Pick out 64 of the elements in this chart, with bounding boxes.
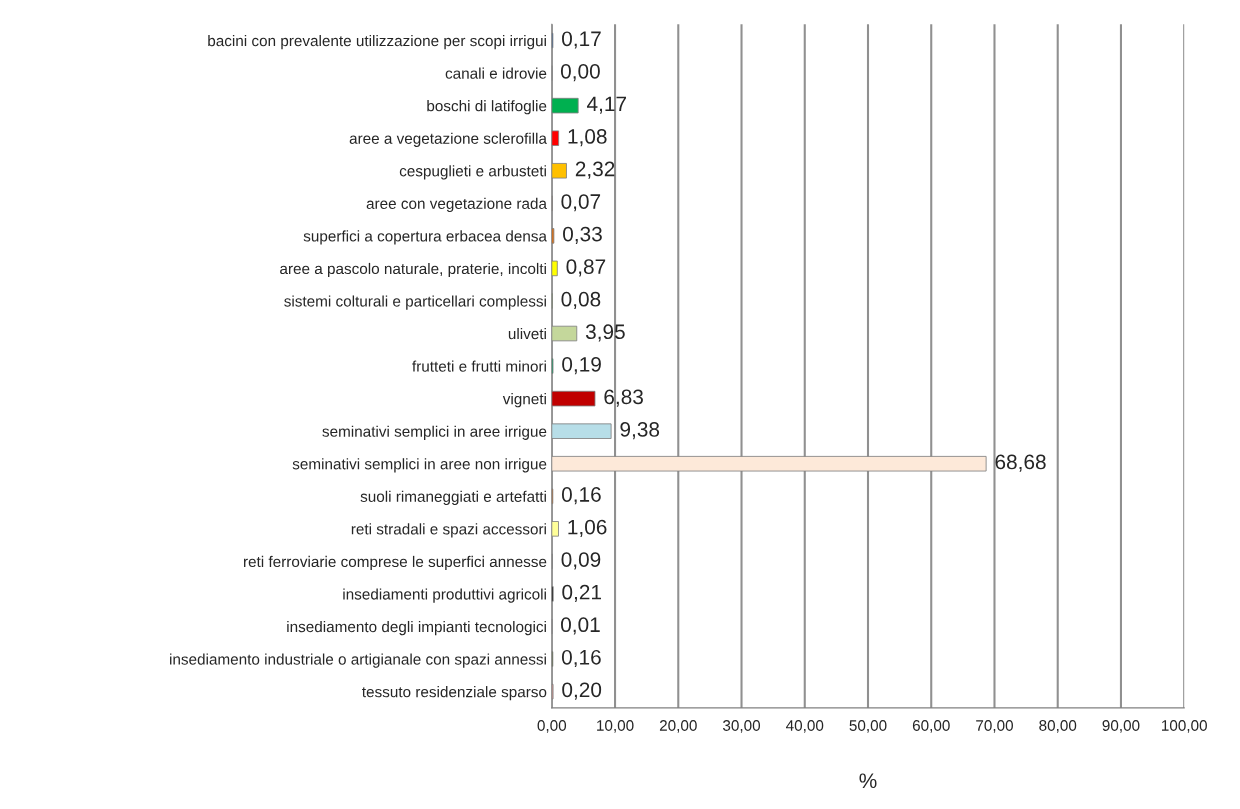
y-tick-label: superfici a copertura erbacea densa xyxy=(303,230,547,245)
y-tick-label: suoli rimaneggiati e artefatti xyxy=(360,490,546,505)
y-tick-label: insediamento industriale o artigianale con spazi annessi xyxy=(170,653,546,668)
y-tick-label: sistemi colturali e particellari complessi xyxy=(284,295,546,310)
data-label: 68,68 xyxy=(995,454,1046,472)
y-tick-label: reti ferroviarie comprese le superfici annesse xyxy=(243,555,547,571)
x-tick-label: 40,00 xyxy=(786,720,824,733)
x-tick-label: 50,00 xyxy=(849,720,887,733)
data-label: 0,00 xyxy=(560,63,600,82)
y-tick-label: seminativi semplici in aree non irrigue xyxy=(292,458,547,473)
bar xyxy=(551,163,567,179)
data-label: 0,21 xyxy=(562,584,601,602)
x-tick-label: 30,00 xyxy=(722,720,761,733)
x-tick-label: 80,00 xyxy=(1039,720,1077,733)
data-label: 0,17 xyxy=(562,31,601,49)
data-label: 4,17 xyxy=(586,96,627,114)
data-label: 3,95 xyxy=(585,324,625,342)
data-label: 0,08 xyxy=(561,291,601,310)
y-tick-label: insediamento degli impianti tecnologici xyxy=(287,620,546,636)
y-tick-label: uliveti xyxy=(508,327,546,340)
x-tick-label: 20,00 xyxy=(659,720,697,733)
y-tick-label: insediamenti produttivi agricoli xyxy=(343,588,546,603)
bar xyxy=(551,390,596,407)
data-label: 0,20 xyxy=(562,682,602,700)
data-label: 0,19 xyxy=(562,356,601,375)
y-tick-label: aree a vegetazione sclerofilla xyxy=(349,132,547,147)
data-label: 0,16 xyxy=(561,649,601,668)
x-tick-label: 100,00 xyxy=(1162,720,1207,733)
x-tick-label: 0,00 xyxy=(537,720,567,733)
data-label: 0,16 xyxy=(561,487,601,505)
y-tick-label: vigneti xyxy=(502,393,546,408)
y-tick-label: cespuglieti e arbusteti xyxy=(399,165,546,180)
bar xyxy=(551,455,987,472)
y-tick-label: reti stradali e spazi accessori xyxy=(351,523,546,538)
data-label: 2,32 xyxy=(575,161,615,179)
data-label: 0,07 xyxy=(561,194,601,212)
y-tick-label: seminativi semplici in aree irrigue xyxy=(322,425,547,440)
y-tick-label: frutteti e frutti minori xyxy=(412,360,546,372)
y-tick-label: aree a pascolo naturale, praterie, incolti xyxy=(280,262,546,278)
bar xyxy=(551,97,579,114)
y-tick-label: boschi di latifoglie xyxy=(427,100,547,115)
data-label: 0,01 xyxy=(561,617,600,635)
x-tick-label: 90,00 xyxy=(1102,720,1140,733)
x-tick-label: 60,00 xyxy=(912,720,950,733)
bar xyxy=(551,423,612,439)
data-label: 1,08 xyxy=(568,129,607,147)
data-label: 6,83 xyxy=(604,389,643,407)
y-tick-label: canali e idrovie xyxy=(445,67,547,79)
x-axis-title: % xyxy=(859,773,877,789)
data-label: 0,33 xyxy=(563,226,602,244)
bar xyxy=(551,130,560,146)
data-label: 0,09 xyxy=(561,552,601,570)
data-label: 1,06 xyxy=(568,519,607,537)
data-label: 9,38 xyxy=(620,422,660,440)
data-label: 0,87 xyxy=(566,259,606,277)
bar xyxy=(551,260,558,277)
y-tick-label: tessuto residenziale sparso xyxy=(362,686,547,701)
bar xyxy=(551,228,555,244)
y-tick-label: bacini con prevalente utilizzazione per scopi irrigui xyxy=(208,35,546,50)
bar xyxy=(551,521,559,537)
y-tick-label: aree con vegetazione rada xyxy=(366,197,547,213)
bar xyxy=(551,325,578,342)
x-tick-label: 10,00 xyxy=(597,720,634,733)
x-tick-label: 70,00 xyxy=(976,720,1013,733)
